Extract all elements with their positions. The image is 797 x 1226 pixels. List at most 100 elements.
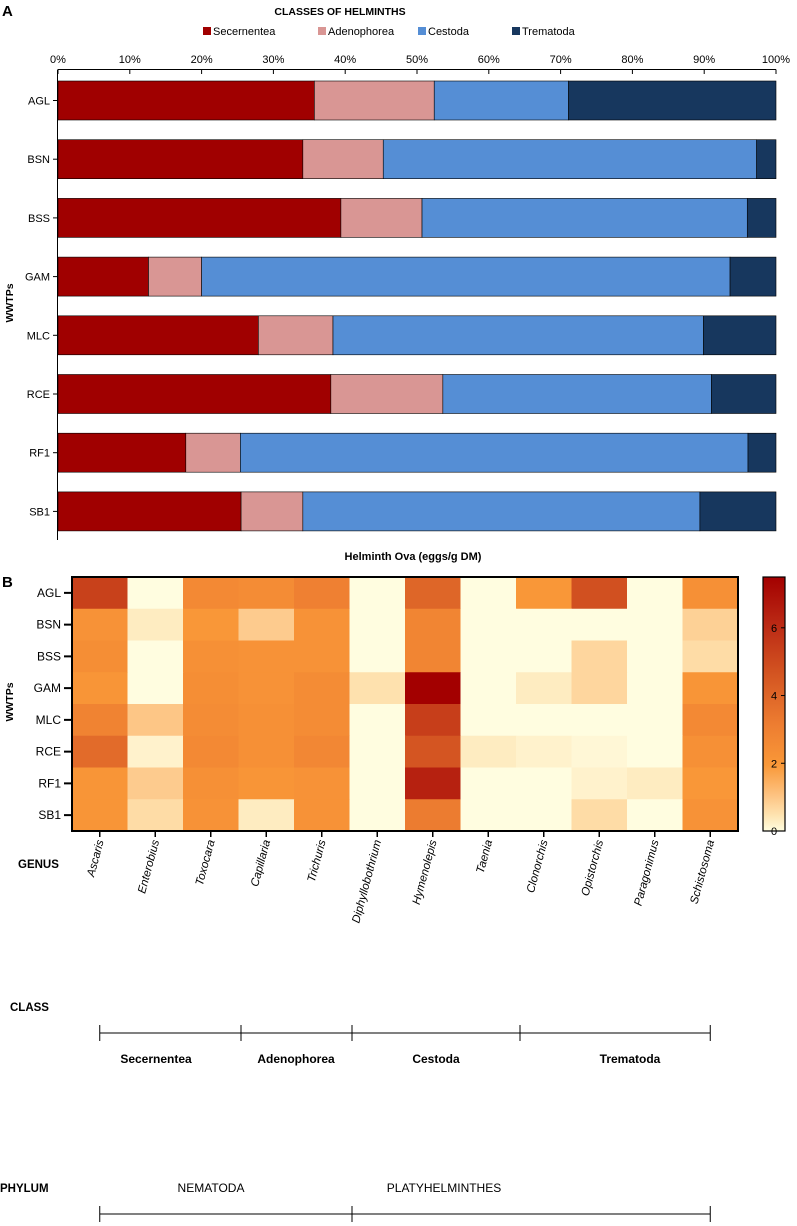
heatmap-cell-rf1-opistorchis xyxy=(571,767,628,800)
class-label: Cestoda xyxy=(412,1052,460,1066)
genus-label: Schistosoma xyxy=(689,839,718,906)
heatmap-cell-rce-trichuris xyxy=(294,735,350,768)
genus-label: Hymenolepis xyxy=(411,838,440,906)
panel-label-a: A xyxy=(2,3,13,20)
bar-rce-cestoda xyxy=(442,374,712,414)
heatmap-cell-gam-opistorchis xyxy=(571,672,628,705)
bar-agl-adenophorea xyxy=(314,80,435,121)
bar-mlc-secernentea xyxy=(57,315,259,356)
heatmap-y-axis-title: WWTPs xyxy=(4,682,16,721)
heatmap-cell-bss-capillaria xyxy=(238,640,295,673)
heatmap-cell-bss-taenia xyxy=(460,640,517,673)
heatmap-cell-sb1-paragonimus xyxy=(627,799,683,832)
x-tick-label: 80% xyxy=(621,54,643,66)
x-tick-label: 0% xyxy=(50,54,66,66)
heatmap-cell-agl-hymenolepis xyxy=(405,577,461,610)
heatmap-cell-bss-toxocara xyxy=(183,640,239,673)
heatmap-cell-agl-toxocara xyxy=(183,577,239,610)
heatmap-cell-bsn-diphyllobothrium xyxy=(349,608,406,641)
heatmap-cell-bss-clonorchis xyxy=(516,640,572,673)
x-tick-label: 50% xyxy=(406,54,428,66)
genus-label: Paragonimus xyxy=(633,838,662,907)
colorbar xyxy=(762,576,786,832)
heatmap-title: Helminth Ova (eggs/g DM) xyxy=(345,551,482,563)
heatmap-cell-gam-trichuris xyxy=(294,672,350,705)
heatmap-cell-bsn-ascaris xyxy=(72,608,128,641)
heatmap-cell-agl-paragonimus xyxy=(627,577,683,610)
y-axis-title: WWTPs xyxy=(4,283,16,322)
row-label: RF1 xyxy=(38,776,61,790)
heatmap-cell-bss-diphyllobothrium xyxy=(349,640,406,673)
heatmap-chart: B Helminth Ova (eggs/g DM) AGL BSN BSS GAM MLC… xyxy=(0,551,786,1222)
bar-sb1-secernentea xyxy=(57,491,242,532)
legend-title: CLASSES OF HELMINTHS xyxy=(274,6,405,18)
heatmap-cell-gam-ascaris xyxy=(72,672,128,705)
heatmap-cell-mlc-trichuris xyxy=(294,704,350,737)
heatmap-cell-bsn-hymenolepis xyxy=(405,608,461,641)
bar-bss-adenophorea xyxy=(340,198,423,238)
legend-label-trematoda: Trematoda xyxy=(522,26,576,38)
heatmap-cell-bss-schistosoma xyxy=(682,640,739,673)
bar-gam-trematoda xyxy=(729,256,777,297)
class-axis-title: CLASS xyxy=(10,1002,49,1014)
heatmap-cell-rce-hymenolepis xyxy=(405,735,461,768)
heatmap-cell-agl-taenia xyxy=(460,577,517,610)
y-tick-label: BSN xyxy=(27,154,50,166)
heatmap-cell-bss-opistorchis xyxy=(571,640,628,673)
heatmap-cell-rf1-toxocara xyxy=(183,767,239,800)
heatmap-cell-rce-ascaris xyxy=(72,735,128,768)
row-label: BSN xyxy=(36,618,61,632)
phylum-label: PLATYHELMINTHES xyxy=(387,1181,501,1195)
legend-swatch-secernentea xyxy=(203,27,211,35)
panel-label-b: B xyxy=(2,574,13,591)
row-label: GAM xyxy=(34,681,61,695)
class-label: Trematoda xyxy=(600,1052,661,1066)
genus-label: Diphyllobothrium xyxy=(350,838,384,924)
genus-label: Toxocara xyxy=(194,839,218,887)
x-tick-label: 10% xyxy=(119,54,141,66)
bar-bsn-cestoda xyxy=(382,139,757,179)
y-tick-label: RCE xyxy=(27,389,50,401)
bar-gam-cestoda xyxy=(201,256,731,297)
heatmap-cell-gam-capillaria xyxy=(238,672,295,705)
y-tick-label: AGL xyxy=(28,96,50,108)
heatmap-cell-mlc-capillaria xyxy=(238,704,295,737)
genus-label: Clonorchis xyxy=(525,838,551,894)
bar-sb1-trematoda xyxy=(699,491,777,532)
bar-sb1-cestoda xyxy=(302,491,701,532)
heatmap-cell-bss-enterobius xyxy=(127,640,184,673)
heatmap-cell-sb1-enterobius xyxy=(127,799,184,832)
class-label: Adenophorea xyxy=(257,1052,335,1066)
y-tick-label: MLC xyxy=(27,330,50,342)
genus-label: Trichuris xyxy=(306,838,329,883)
heatmap-cell-sb1-hymenolepis xyxy=(405,799,461,832)
legend-label-secernentea: Secernentea xyxy=(213,26,276,38)
heatmap-cell-mlc-schistosoma xyxy=(682,704,739,737)
heatmap-cell-bsn-enterobius xyxy=(127,608,184,641)
heatmap-frame xyxy=(71,576,739,832)
heatmap-cell-mlc-toxocara xyxy=(183,704,239,737)
colorbar-tick-label: 6 xyxy=(771,623,777,635)
heatmap-cell-bsn-capillaria xyxy=(238,608,295,641)
heatmap-cell-rce-taenia xyxy=(460,735,517,768)
heatmap-cell-sb1-trichuris xyxy=(294,799,350,832)
heatmap-cell-rce-paragonimus xyxy=(627,735,683,768)
heatmap-cell-rce-clonorchis xyxy=(516,735,572,768)
heatmap-cell-rf1-capillaria xyxy=(238,767,295,800)
colorbar-tick-label: 4 xyxy=(771,691,777,703)
heatmap-cell-rf1-clonorchis xyxy=(516,767,572,800)
phylum-label: NEMATODA xyxy=(178,1181,245,1195)
genus-label: Opistorchis xyxy=(580,838,607,897)
heatmap-cell-gam-schistosoma xyxy=(682,672,739,705)
phylum-axis-title: PHYLUM xyxy=(0,1183,49,1195)
heatmap-cell-sb1-clonorchis xyxy=(516,799,572,832)
bar-mlc-trematoda xyxy=(703,315,777,356)
heatmap-cell-rf1-paragonimus xyxy=(627,767,683,800)
heatmap-cell-mlc-taenia xyxy=(460,704,517,737)
bar-bss-secernentea xyxy=(57,198,342,238)
heatmap-cell-mlc-hymenolepis xyxy=(405,704,461,737)
heatmap-cell-gam-paragonimus xyxy=(627,672,683,705)
heatmap-cell-bss-trichuris xyxy=(294,640,350,673)
heatmap-cell-rf1-diphyllobothrium xyxy=(349,767,406,800)
